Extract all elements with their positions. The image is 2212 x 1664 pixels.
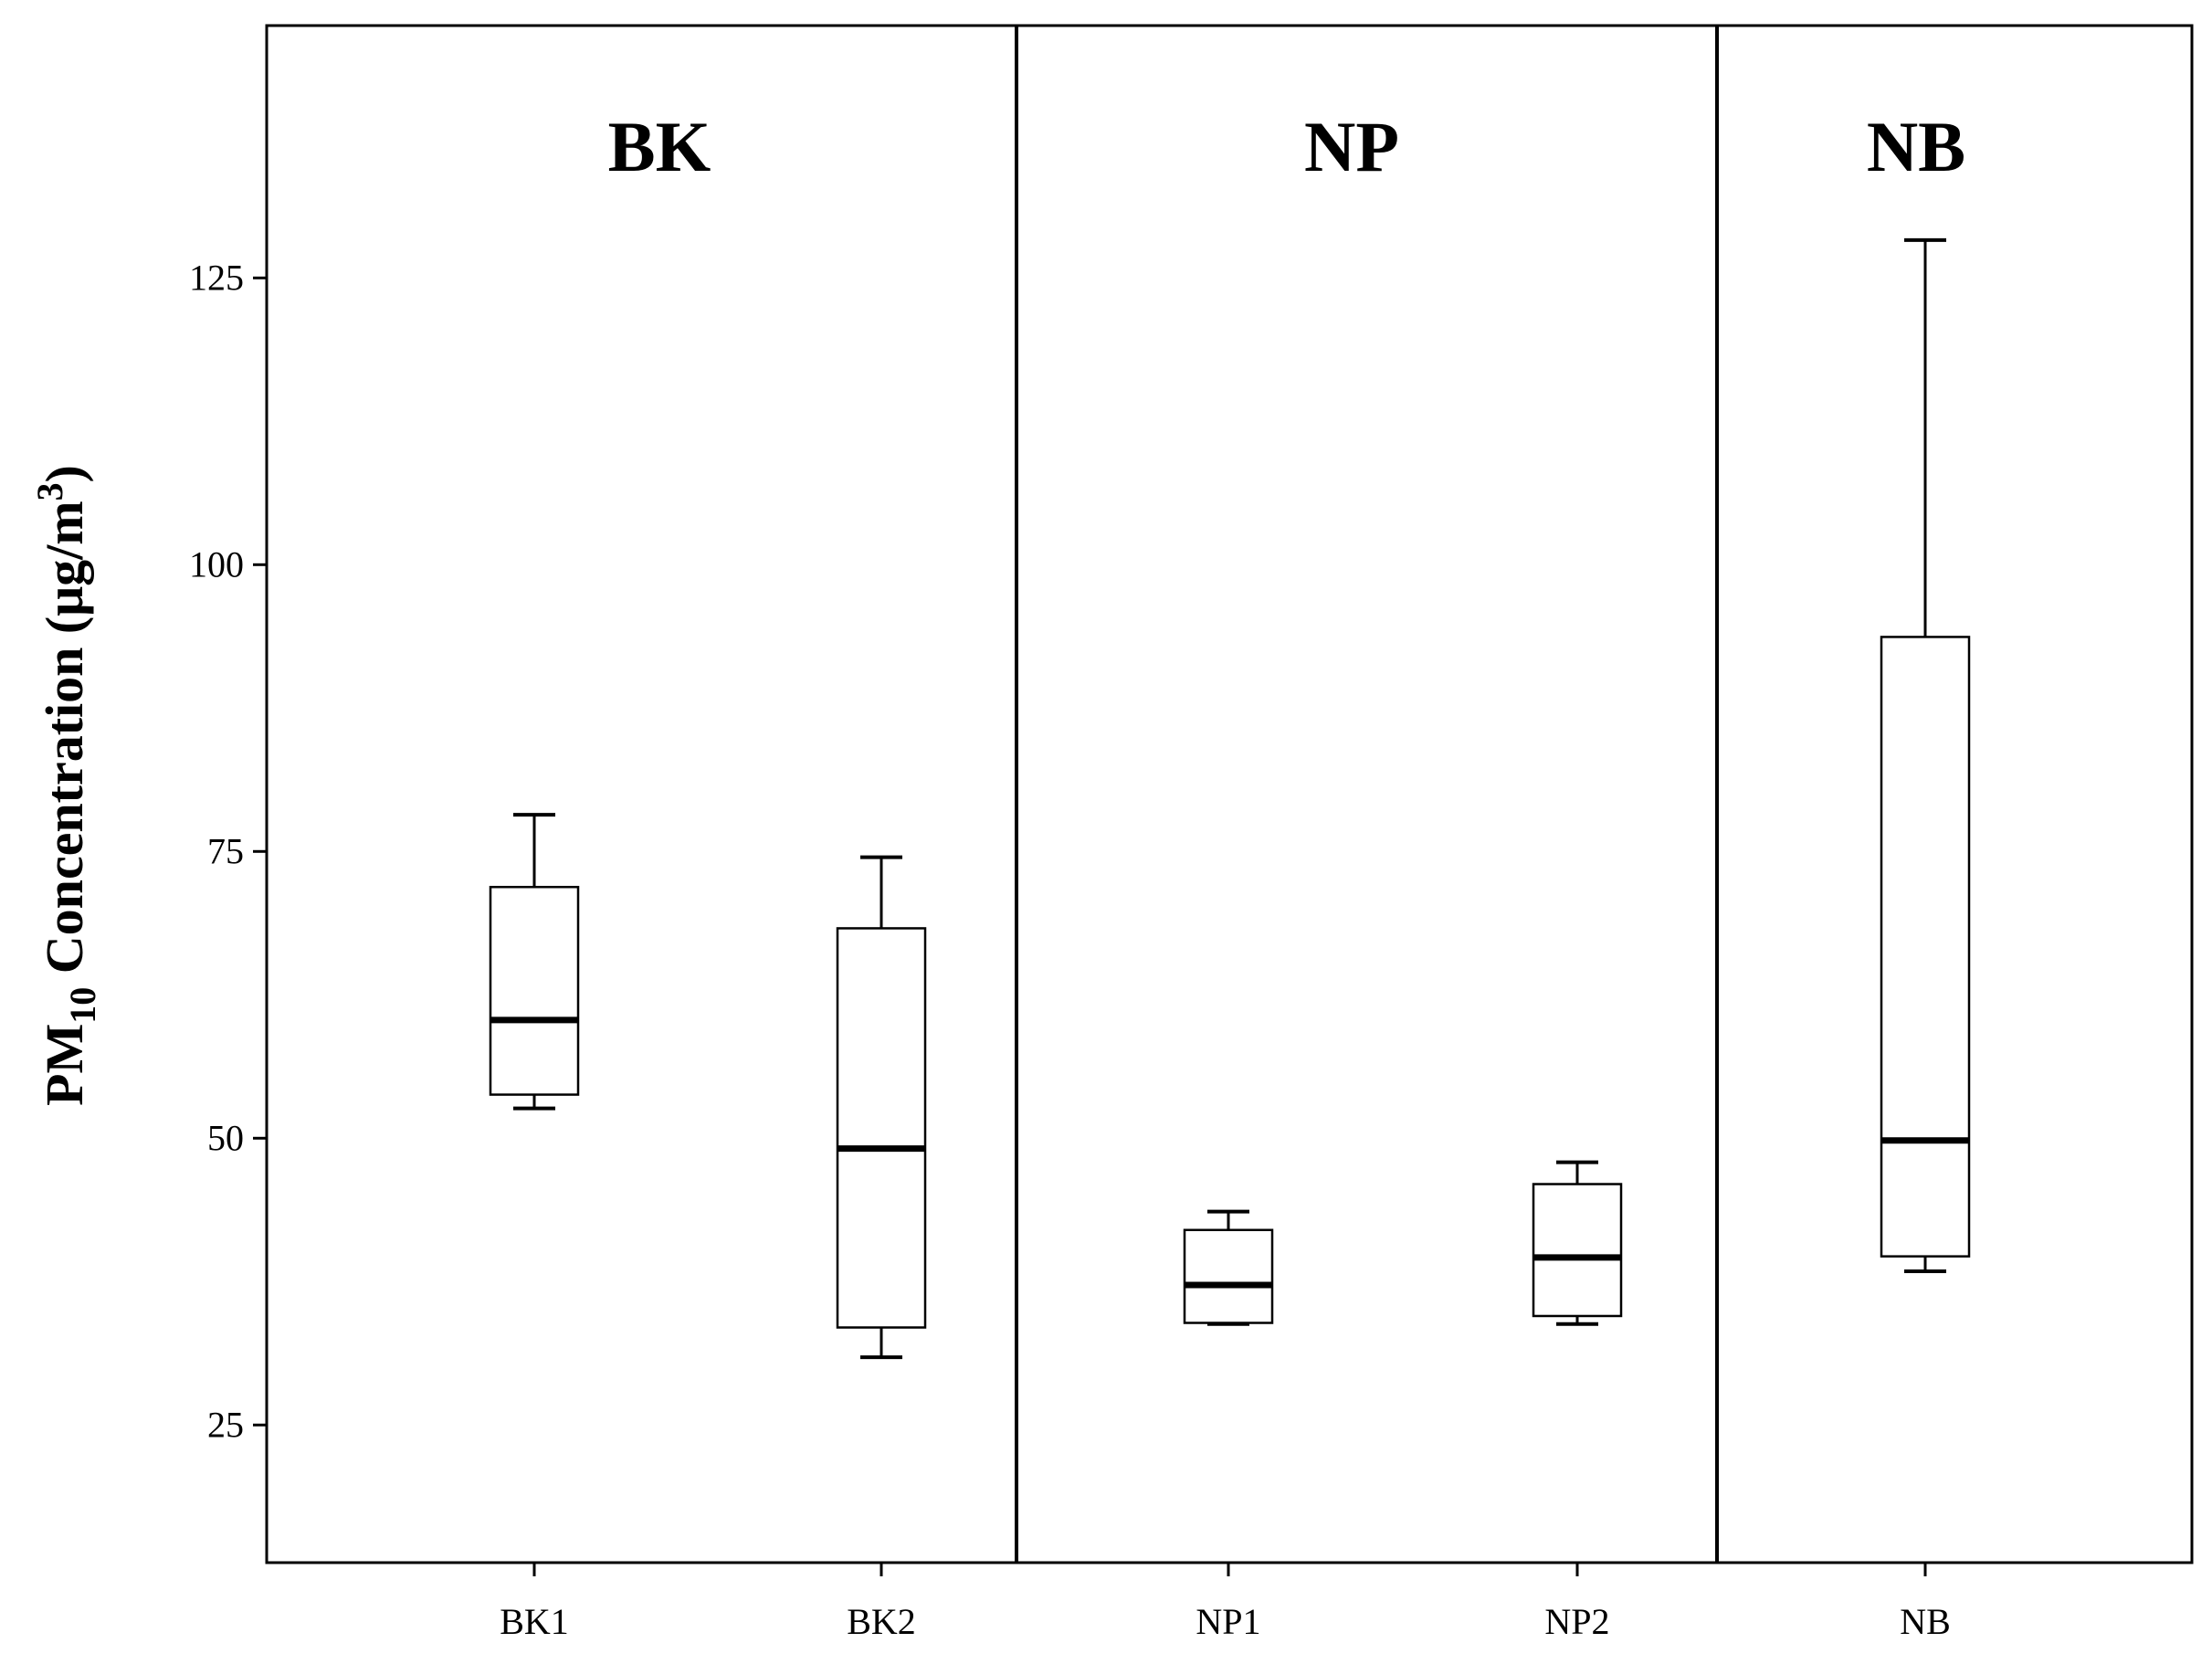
boxes — [489, 237, 1971, 1360]
y-tick-label-125: 125 — [189, 257, 244, 298]
box-np2 — [1532, 1160, 1623, 1326]
x-tick-label-bk1: BK1 — [500, 1601, 569, 1642]
y-tick-label-25: 25 — [207, 1404, 244, 1445]
group-label-np: NP — [1304, 107, 1399, 186]
box-nb — [1880, 237, 1971, 1273]
iqr-box-np2 — [1532, 1183, 1623, 1318]
box-np1 — [1183, 1209, 1274, 1326]
group-separators — [1015, 26, 1719, 1563]
y-title-superscript: 3 — [29, 482, 70, 500]
iqr-box-bk2 — [836, 927, 927, 1329]
x-tick-label-np1: NP1 — [1196, 1601, 1260, 1642]
y-tick-label-100: 100 — [189, 543, 244, 585]
y-axis: 25 50 75 100 125 — [189, 257, 267, 1445]
iqr-box-bk1 — [489, 885, 580, 1096]
y-tick-label-75: 75 — [207, 830, 244, 871]
group-labels: BK NP NB — [608, 107, 1966, 186]
box-bk1 — [489, 813, 580, 1111]
group-label-bk: BK — [608, 107, 711, 186]
y-title-suffix: ) — [35, 465, 94, 482]
x-tick-label-bk2: BK2 — [847, 1601, 916, 1642]
iqr-box-nb — [1880, 636, 1971, 1258]
x-axis: BK1 BK2 NP1 NP2 NB — [500, 1563, 1951, 1642]
y-tick-label-50: 50 — [207, 1117, 244, 1158]
x-tick-label-np2: NP2 — [1544, 1601, 1609, 1642]
iqr-box-np1 — [1183, 1228, 1274, 1324]
y-axis-title: PM10 Concentration (μg/m3) — [29, 465, 103, 1106]
group-label-nb: NB — [1867, 107, 1965, 186]
y-title-prefix: PM — [35, 1024, 94, 1106]
y-title-middle: Concentration (μg/m — [35, 500, 94, 986]
x-tick-label-nb: NB — [1900, 1601, 1951, 1642]
box-bk2 — [836, 855, 927, 1360]
y-title-subscript: 10 — [62, 987, 103, 1024]
